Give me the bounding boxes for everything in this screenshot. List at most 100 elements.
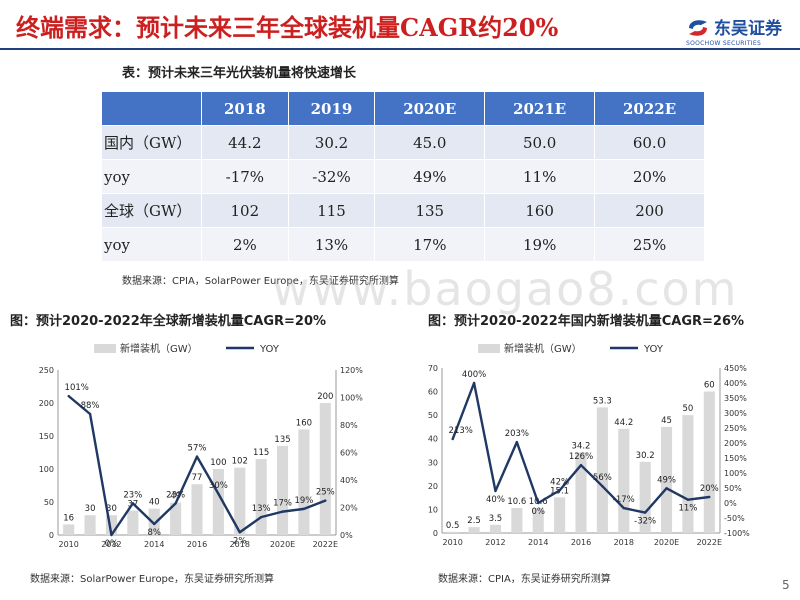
right-axis-tick-label: 100% [340, 394, 363, 403]
yoy-value-label: 25% [316, 488, 335, 498]
bar [212, 469, 224, 535]
yoy-value-label: 213% [449, 426, 473, 436]
bar-value-label: 0.5 [446, 521, 460, 531]
right-axis-tick-label: 200% [724, 439, 747, 448]
table-cell: 160 [484, 193, 596, 228]
x-axis-tick-label: 2012 [485, 538, 505, 547]
right-axis-tick-label: 100% [724, 469, 747, 478]
yoy-point [259, 515, 263, 519]
yoy-value-label: 0% [105, 539, 119, 549]
x-axis-tick-label: 2022E [313, 540, 338, 549]
page-title: 终端需求：预计未来三年全球装机量CAGR约20% [16, 13, 559, 42]
yoy-point [451, 437, 454, 441]
bar [639, 461, 651, 533]
table-cell: 30.2 [288, 125, 376, 160]
table-cell: 115 [288, 193, 376, 228]
x-axis-tick-label: 2016 [571, 538, 591, 547]
bar [596, 407, 608, 533]
bar [660, 426, 673, 533]
global-installation-chart: 新增装机（GW） YOY 0 50 100 150 200 250 0% 20% 40% 60% 80%… [39, 342, 364, 549]
table-header: 2018 2019 2020E 2021E 2022E [102, 92, 705, 126]
table-header-cell: 2021E [484, 92, 596, 126]
table-cell: 200 [594, 193, 705, 228]
global-chart-title: 图：预计2020-2022年全球新增装机量CAGR=20% [10, 314, 327, 329]
yoy-point [153, 522, 156, 526]
yoy-value-label: 23% [123, 490, 142, 500]
bar [682, 415, 694, 533]
bar [255, 459, 267, 535]
bar [148, 508, 160, 535]
watermark: www.baogao8.com [272, 262, 739, 316]
table-header-cell [102, 92, 202, 126]
domestic-chart-title: 图：预计2020-2022年国内新增装机量CAGR=26% [428, 314, 745, 329]
right-axis-tick-label: -50% [724, 514, 745, 523]
yoy-point [281, 510, 284, 513]
legend-bar-swatch [94, 344, 116, 353]
bar-value-label: 102 [232, 457, 248, 467]
left-axis-tick-label: 200 [39, 399, 54, 408]
yoy-point [515, 440, 519, 444]
right-axis-tick-label: 250% [724, 424, 747, 433]
bar-value-label: 40 [149, 498, 160, 508]
bar-value-label: 115 [253, 448, 269, 458]
x-axis-tick-label: 2014 [144, 540, 164, 549]
bar [447, 531, 459, 533]
x-axis-tick-label: 2018 [230, 540, 250, 549]
bar-value-label: 30 [106, 504, 117, 514]
right-axis-tick-label: 50% [724, 484, 742, 493]
yoy-point [217, 492, 220, 495]
bar [511, 508, 523, 533]
global-chart-source: 数据来源：SolarPower Europe，东吴证券研究所测算 [30, 574, 275, 585]
bar [63, 524, 75, 535]
table-cell: 102 [201, 193, 289, 228]
page-number: 5 [782, 578, 790, 592]
left-axis-tick-label: 50 [44, 498, 54, 507]
table-header-cell: 2019 [288, 92, 376, 126]
table-cell: 50.0 [484, 125, 596, 160]
left-axis-tick-label: 100 [39, 465, 54, 474]
table-cell: -32% [288, 159, 376, 194]
yoy-value-label: 8% [147, 528, 161, 538]
bar [703, 391, 715, 533]
table-header-cell: 2020E [374, 92, 486, 126]
bar-value-label: 200 [317, 392, 333, 402]
bar-value-label: 3.5 [489, 514, 503, 524]
yoy-value-label: 2% [233, 536, 247, 546]
company-logo: 东吴证券 SOOCHOW SECURITIES [686, 14, 796, 47]
yoy-point [643, 511, 647, 514]
table-body: 国内（GW） 44.2 30.2 45.0 50.0 60.0 yoy -17%… [102, 125, 705, 261]
bar [298, 429, 310, 535]
bar [191, 484, 203, 535]
x-axis-tick-label: 2020E [654, 538, 679, 547]
legend-bar-label: 新增装机（GW） [120, 342, 198, 355]
bar-value-label: 50 [683, 404, 694, 414]
bar [105, 515, 118, 535]
bar-value-label: 77 [192, 473, 203, 483]
yoy-value-label: 88% [81, 401, 100, 411]
x-axis-tick-label: 2016 [187, 540, 207, 549]
yoy-value-label: 30% [209, 481, 228, 491]
table-row: 全球（GW） 102 115 135 160 200 [102, 193, 705, 228]
bar-value-label: 34.2 [572, 441, 591, 451]
yoy-value-label: 400% [462, 370, 486, 380]
title-divider [0, 48, 800, 50]
table-cell: 全球（GW） [102, 193, 202, 228]
yoy-value-label: 42% [550, 477, 569, 487]
yoy-value-label: 19% [294, 496, 313, 506]
table-cell: 60.0 [594, 125, 705, 160]
right-axis-tick-label: 60% [340, 449, 358, 458]
yoy-point [67, 394, 70, 398]
x-axis-tick-label: 2014 [528, 538, 548, 547]
right-axis-tick-label: 120% [340, 366, 363, 375]
table-cell: 2% [201, 227, 289, 261]
yoy-value-label: -17% [613, 495, 635, 505]
table-row: yoy 2% 13% 17% 19% 25% [102, 227, 705, 261]
right-axis-tick-label: 0% [340, 531, 353, 540]
left-axis-tick-label: 150 [39, 432, 54, 441]
yoy-value-label: 56% [593, 473, 612, 483]
yoy-value-label: 13% [252, 504, 271, 514]
table-cell: 45.0 [374, 125, 486, 160]
right-axis-tick-label: 150% [724, 454, 747, 463]
bar [554, 497, 566, 533]
bar-value-label: 49 [170, 492, 181, 502]
